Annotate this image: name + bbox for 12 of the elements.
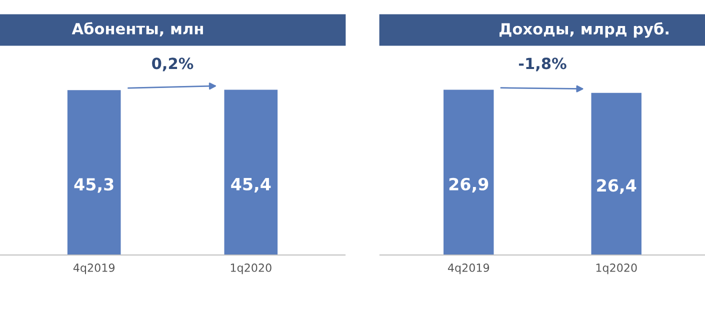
data-label: 26,9 (449, 178, 488, 193)
x-tick-label: 1q2020 (230, 264, 272, 274)
text: 0,2% (152, 58, 194, 72)
chart-title: Абоненты, млн (72, 22, 203, 36)
x-tick-label: 4q2019 (448, 264, 490, 274)
x-tick-label: 1q2020 (596, 264, 637, 274)
data-label: 26,4 (597, 179, 636, 194)
text: -1,8% (518, 58, 566, 72)
data-label: 45,3 (74, 178, 114, 193)
x-tick-label: 4q2019 (73, 264, 115, 274)
chart-title: Доходы, млрд руб. (500, 22, 668, 38)
data-label: 45,4 (231, 178, 271, 193)
